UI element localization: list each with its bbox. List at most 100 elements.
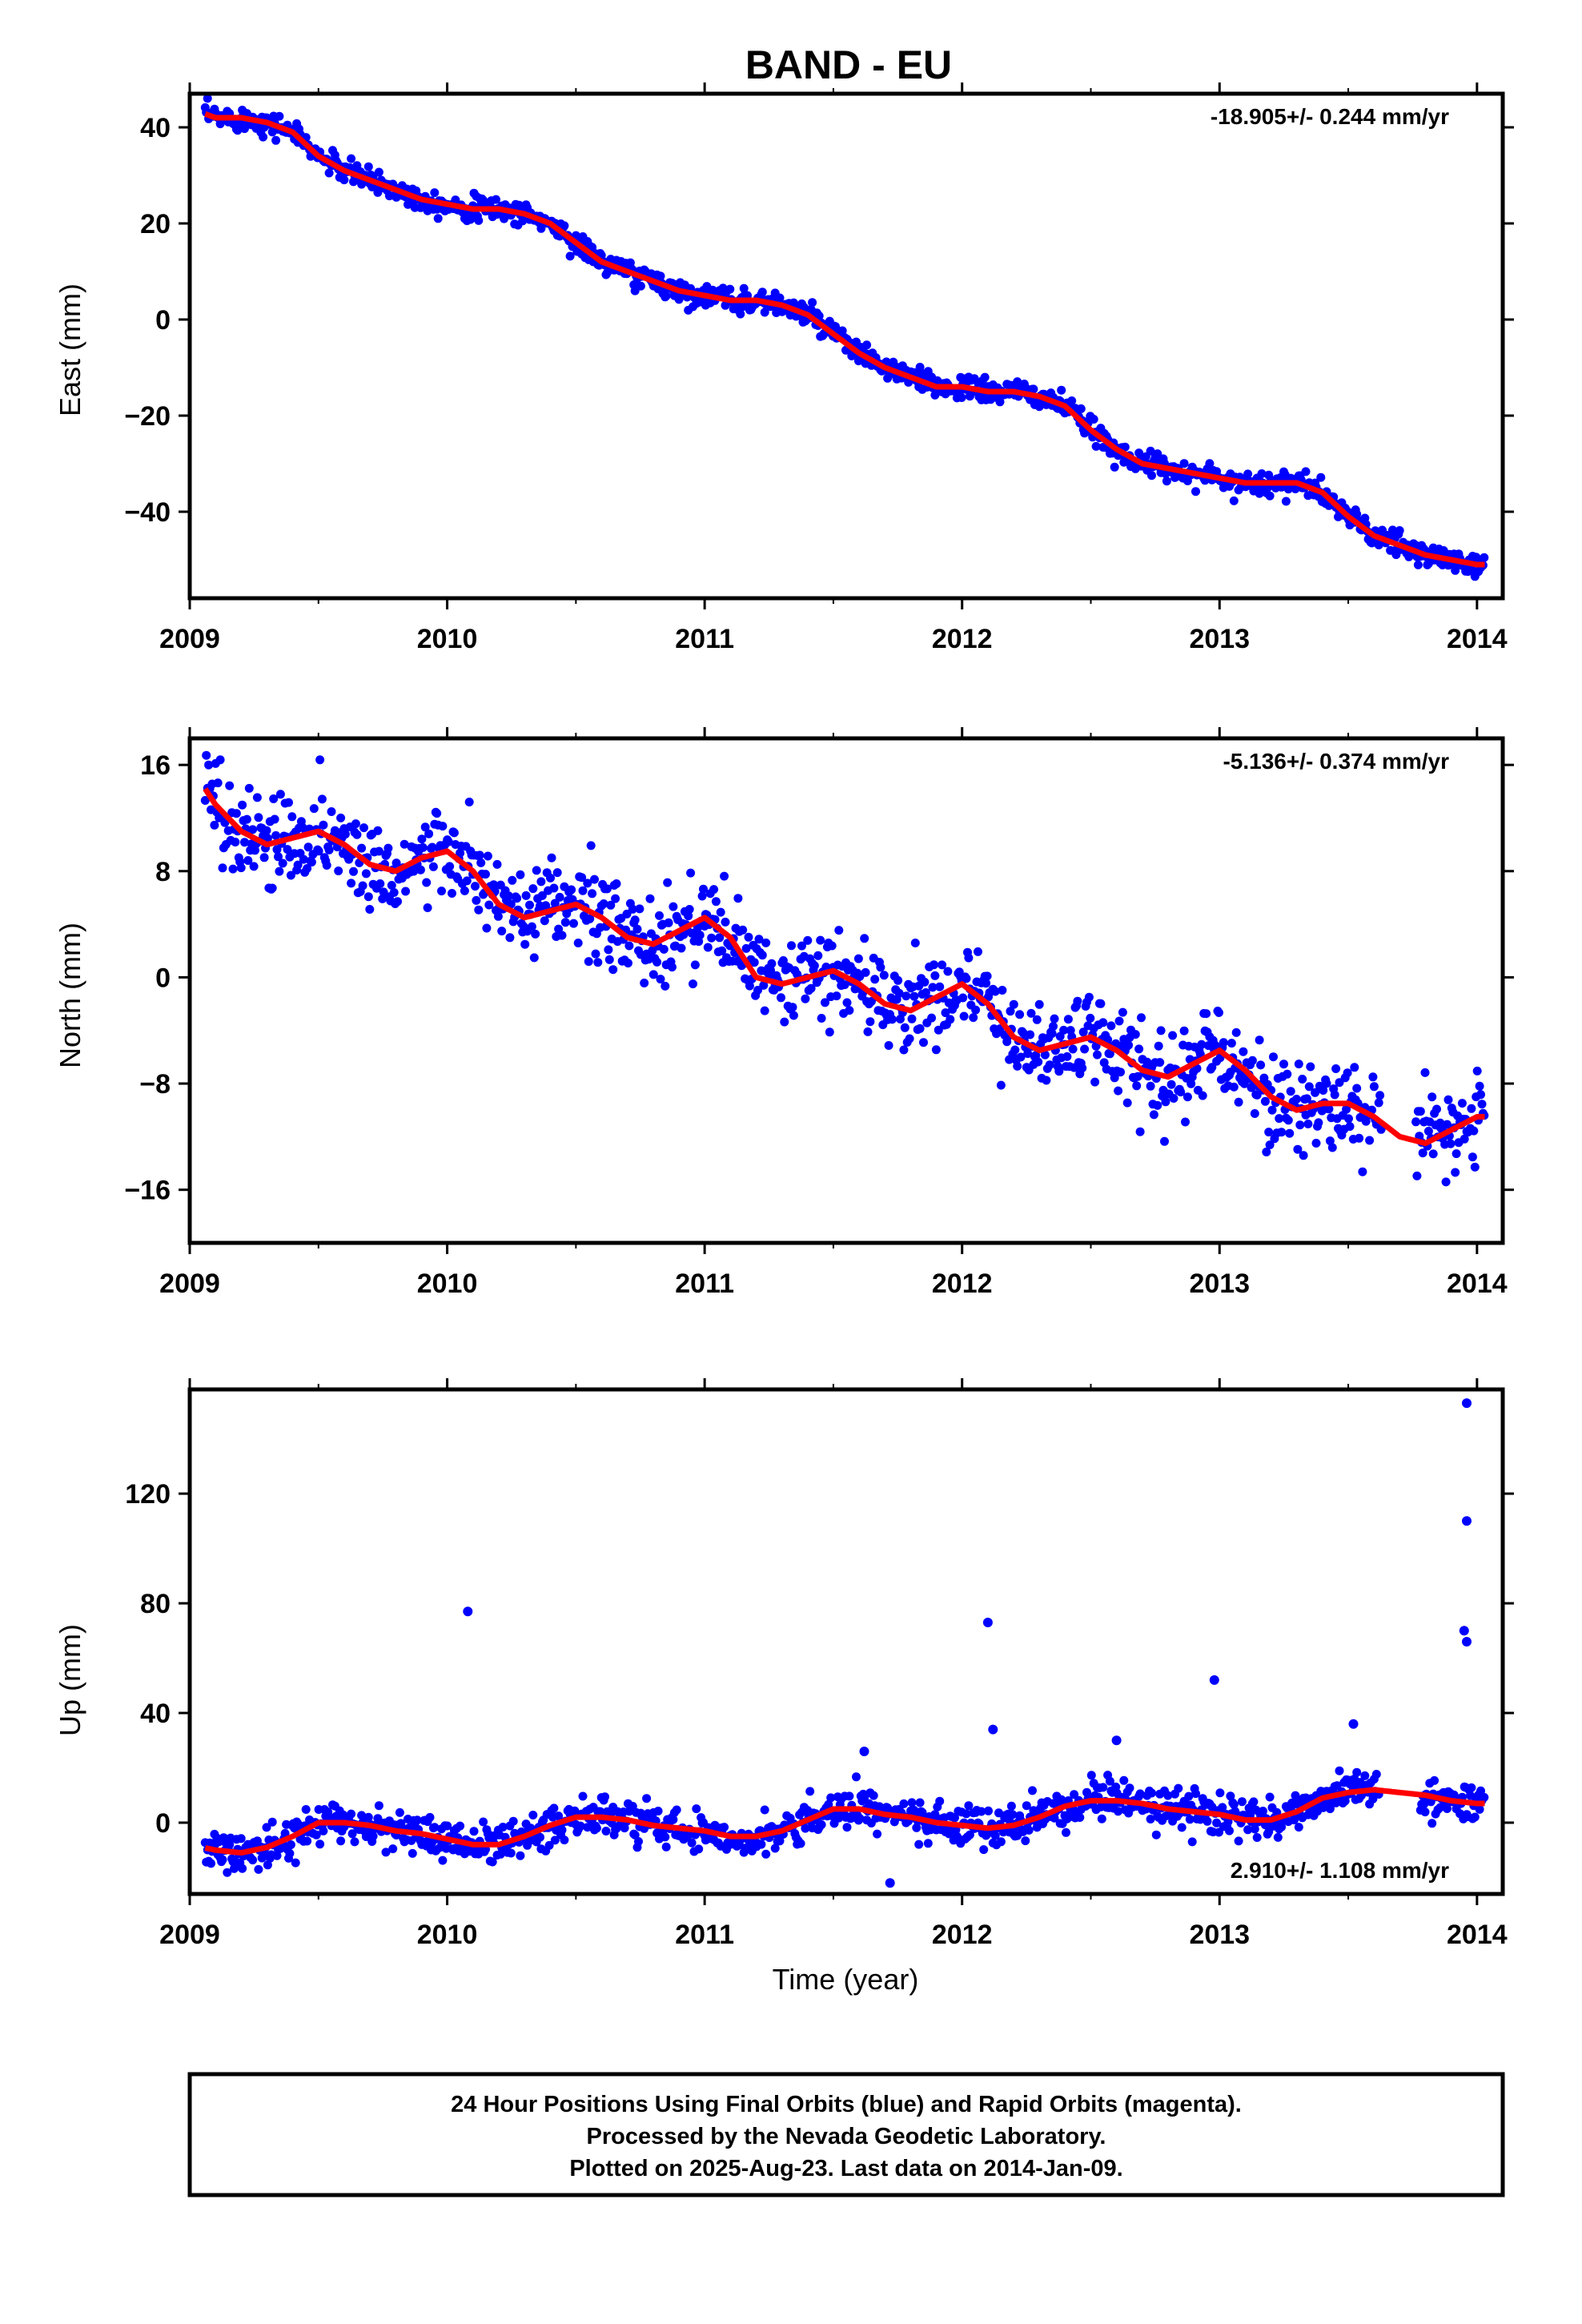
data-point bbox=[1303, 1120, 1313, 1128]
points-east bbox=[200, 94, 1489, 581]
data-point bbox=[482, 923, 492, 933]
data-point bbox=[602, 268, 612, 278]
data-point bbox=[1428, 1149, 1438, 1159]
data-point bbox=[935, 982, 945, 991]
data-point bbox=[635, 904, 644, 914]
data-point bbox=[1008, 1810, 1018, 1819]
data-point bbox=[1114, 1086, 1123, 1096]
data-point bbox=[215, 755, 225, 765]
y-tick-label: −20 bbox=[124, 401, 171, 432]
data-point bbox=[1281, 497, 1291, 506]
data-point bbox=[420, 822, 430, 832]
data-point bbox=[233, 126, 243, 135]
data-point bbox=[753, 986, 762, 995]
data-point bbox=[787, 941, 796, 951]
data-point bbox=[887, 1015, 897, 1024]
footer-line-2: Processed by the Nevada Geodetic Laborat… bbox=[587, 2124, 1106, 2149]
data-point bbox=[378, 894, 387, 903]
data-point bbox=[738, 925, 748, 935]
data-point bbox=[1063, 1015, 1073, 1024]
data-point bbox=[1250, 1109, 1259, 1118]
data-point bbox=[876, 963, 885, 972]
data-point bbox=[656, 271, 665, 281]
data-point bbox=[456, 848, 465, 858]
data-point bbox=[505, 933, 515, 943]
data-point bbox=[863, 1027, 873, 1036]
data-point bbox=[1013, 1061, 1022, 1071]
data-point bbox=[674, 295, 684, 304]
data-point bbox=[1068, 1044, 1078, 1054]
data-point bbox=[1344, 1114, 1353, 1124]
data-point bbox=[1302, 1094, 1311, 1104]
data-point bbox=[1179, 459, 1189, 468]
data-point bbox=[438, 822, 448, 831]
data-point bbox=[1198, 1091, 1207, 1100]
data-point bbox=[492, 195, 500, 204]
data-point bbox=[655, 911, 664, 920]
rate-text-east: -18.905+/- 0.244 mm/yr bbox=[1211, 104, 1449, 129]
data-point bbox=[1114, 1016, 1124, 1026]
data-point bbox=[267, 883, 277, 893]
data-point bbox=[412, 1815, 422, 1825]
data-point bbox=[596, 1807, 605, 1816]
data-point bbox=[363, 892, 373, 902]
data-point bbox=[489, 880, 499, 890]
data-point bbox=[845, 1791, 854, 1801]
data-point bbox=[280, 1828, 290, 1838]
data-point bbox=[1314, 1118, 1323, 1128]
rate-text-north: -5.136+/- 0.374 mm/yr bbox=[1223, 749, 1449, 774]
data-point bbox=[301, 1805, 311, 1814]
x-tick-label: 2013 bbox=[1189, 1269, 1250, 1299]
data-point bbox=[761, 1849, 771, 1859]
data-point bbox=[1342, 1104, 1351, 1114]
data-point bbox=[374, 167, 383, 177]
data-point bbox=[1207, 1063, 1217, 1072]
data-point bbox=[536, 877, 546, 887]
data-point bbox=[285, 1848, 295, 1858]
data-point bbox=[634, 1837, 643, 1846]
data-point bbox=[893, 975, 903, 985]
data-point bbox=[359, 823, 368, 833]
data-point bbox=[529, 953, 539, 963]
data-point bbox=[757, 287, 767, 297]
data-point bbox=[761, 938, 771, 947]
data-point bbox=[821, 998, 829, 1007]
data-point bbox=[686, 868, 696, 878]
data-point bbox=[604, 955, 614, 964]
data-point bbox=[1110, 1073, 1119, 1083]
data-point bbox=[1306, 1062, 1315, 1072]
data-point bbox=[1264, 1128, 1274, 1137]
data-point bbox=[1457, 1099, 1467, 1108]
data-point bbox=[767, 959, 777, 968]
data-point bbox=[1202, 1009, 1211, 1019]
data-point bbox=[200, 796, 210, 805]
data-point bbox=[484, 900, 494, 910]
data-point bbox=[1089, 415, 1098, 424]
data-point bbox=[914, 1839, 924, 1849]
data-point bbox=[497, 927, 507, 936]
data-point bbox=[363, 1812, 373, 1822]
data-point bbox=[754, 935, 764, 944]
data-point bbox=[1154, 1041, 1163, 1051]
data-point bbox=[1345, 1122, 1355, 1132]
data-point bbox=[907, 1798, 917, 1807]
data-point bbox=[1134, 1044, 1144, 1054]
data-point bbox=[928, 983, 938, 992]
data-point bbox=[536, 1832, 544, 1842]
data-point bbox=[708, 285, 717, 295]
points-north bbox=[200, 750, 1489, 1187]
x-tick-label: 2013 bbox=[1189, 1920, 1250, 1950]
data-point bbox=[1443, 1120, 1452, 1129]
data-point bbox=[1267, 1105, 1277, 1115]
data-point bbox=[1161, 1097, 1170, 1107]
data-point bbox=[1335, 1766, 1344, 1775]
data-point bbox=[578, 1791, 588, 1801]
data-point bbox=[1365, 1136, 1375, 1145]
x-tick-label: 2009 bbox=[159, 1920, 220, 1950]
data-point bbox=[395, 1807, 404, 1817]
data-point bbox=[1332, 1781, 1342, 1791]
data-point bbox=[449, 828, 459, 838]
data-point bbox=[1324, 1104, 1334, 1114]
data-point bbox=[1418, 1148, 1427, 1158]
data-point bbox=[840, 980, 849, 990]
